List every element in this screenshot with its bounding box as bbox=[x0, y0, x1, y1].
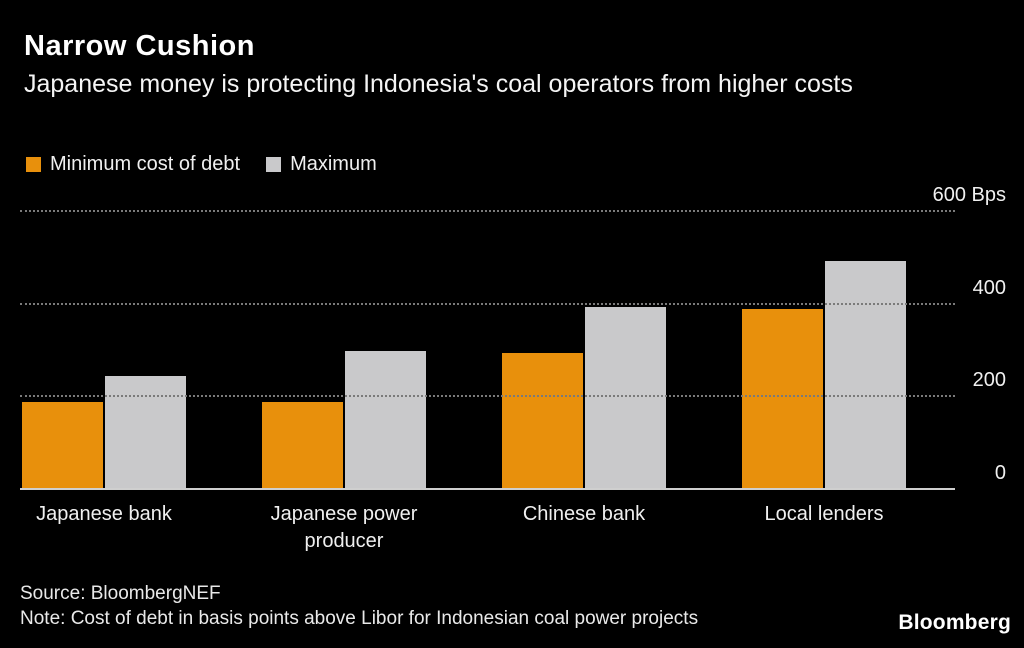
y-tick-label-0: 0 bbox=[994, 462, 1006, 484]
bar-group-chinese-bank bbox=[502, 307, 666, 490]
bar-group-japanese-bank bbox=[22, 376, 186, 490]
category-labels: Japanese bank Japanese power producer Chin… bbox=[22, 501, 906, 555]
legend-item-minimum: Minimum cost of debt bbox=[26, 153, 240, 176]
bar-max-japanese-power-producer bbox=[345, 351, 426, 490]
gridline-200 bbox=[20, 395, 955, 398]
bar-min-japanese-bank bbox=[22, 402, 103, 490]
gridline-400 bbox=[20, 302, 955, 305]
y-tick-label-200: 200 bbox=[972, 369, 1006, 392]
bar-min-local-lenders bbox=[742, 309, 823, 490]
legend: Minimum cost of debt Maximum bbox=[26, 153, 377, 176]
x-axis-baseline bbox=[20, 488, 955, 490]
legend-item-maximum: Maximum bbox=[266, 153, 377, 176]
legend-swatch-maximum-icon bbox=[266, 157, 282, 172]
category-label-local-lenders: Local lenders bbox=[764, 503, 884, 525]
chart-subtitle: Japanese money is protecting Indonesia's… bbox=[24, 70, 853, 98]
gridline-600 bbox=[20, 210, 955, 212]
bar-max-chinese-bank bbox=[585, 307, 666, 490]
bars-container bbox=[22, 212, 906, 490]
chart-title: Narrow Cushion bbox=[24, 30, 255, 62]
category-label-japanese-power-producer: Japanese power producer bbox=[270, 503, 418, 552]
y-tick-label-600: 600 Bps bbox=[932, 184, 1006, 206]
bar-max-japanese-bank bbox=[105, 376, 186, 490]
bloomberg-logo: Bloomberg bbox=[898, 611, 1011, 634]
bar-group-japanese-power-producer bbox=[262, 351, 426, 490]
source-text: Source: BloombergNEF bbox=[20, 583, 221, 604]
plot-area: 600 Bps 400 200 0 bbox=[20, 185, 1006, 490]
bar-max-local-lenders bbox=[825, 261, 906, 490]
legend-label-minimum: Minimum cost of debt bbox=[50, 153, 241, 175]
bar-group-local-lenders bbox=[742, 261, 906, 490]
category-label-japanese-bank: Japanese bank bbox=[36, 503, 172, 525]
y-tick-label-400: 400 bbox=[972, 276, 1006, 299]
legend-label-maximum: Maximum bbox=[290, 153, 377, 175]
note-text: Note: Cost of debt in basis points above… bbox=[20, 608, 699, 629]
category-label-chinese-bank: Chinese bank bbox=[522, 503, 646, 525]
bar-min-japanese-power-producer bbox=[262, 402, 343, 490]
bar-min-chinese-bank bbox=[502, 353, 583, 490]
legend-swatch-minimum-icon bbox=[26, 157, 41, 172]
